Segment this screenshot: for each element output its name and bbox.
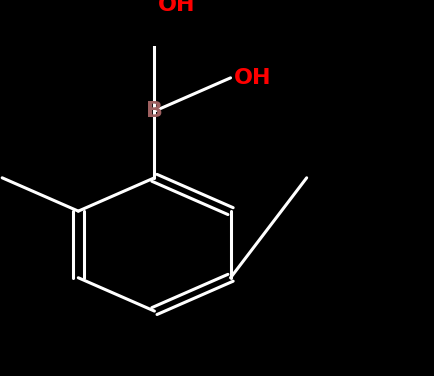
Text: OH: OH <box>233 68 270 88</box>
Text: B: B <box>145 101 163 121</box>
Text: OH: OH <box>157 0 194 15</box>
